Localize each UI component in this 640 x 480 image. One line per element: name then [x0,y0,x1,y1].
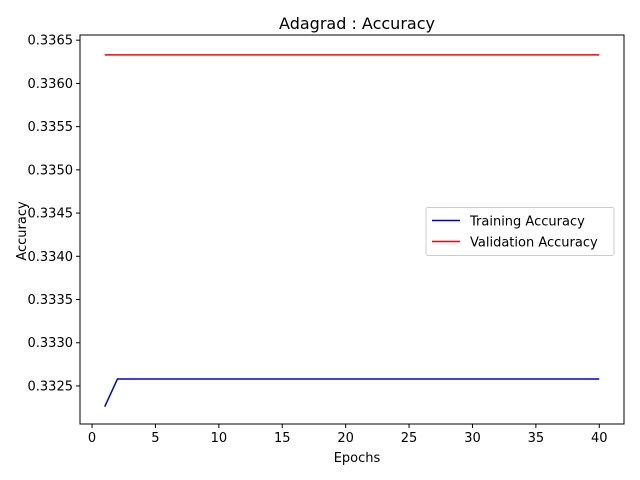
x-tick-label: 5 [151,431,159,446]
x-axis-label: Epochs [334,451,381,466]
legend-label-validation-accuracy: Validation Accuracy [470,236,598,251]
x-tick-label: 20 [337,431,354,446]
x-tick-label: 35 [528,431,545,446]
series-line-training-accuracy [104,378,600,408]
x-tick-label: 15 [274,431,291,446]
x-tick-label: 0 [88,431,96,446]
chart-title: Adagrad : Accuracy [279,14,435,33]
y-axis-label: Accuracy [15,201,30,261]
y-tick-label: 0.3335 [28,293,74,308]
plot-area: 0 5 10 15 20 25 30 35 40 0.3325 0.3330 0.3335 0.3340… [28,34,615,446]
y-tick-label: 0.3345 [28,207,74,222]
y-tick-label: 0.3360 [28,77,74,92]
x-tick-label: 25 [401,431,418,446]
x-tick-label: 30 [464,431,481,446]
plot-frame [79,34,625,425]
x-tick-label: 10 [211,431,228,446]
y-tick-label: 0.3330 [28,336,74,351]
x-tick-label: 40 [591,431,608,446]
legend-label-training-accuracy: Training Accuracy [469,215,585,230]
y-tick-label: 0.3350 [28,163,74,178]
y-tick-label: 0.3355 [28,120,74,135]
y-tick-label: 0.3365 [28,34,74,49]
legend: Training Accuracy Validation Accuracy [425,207,615,256]
y-tick-label: 0.3325 [28,379,74,394]
legend-box [425,207,615,256]
y-tick-label: 0.3340 [28,250,74,265]
